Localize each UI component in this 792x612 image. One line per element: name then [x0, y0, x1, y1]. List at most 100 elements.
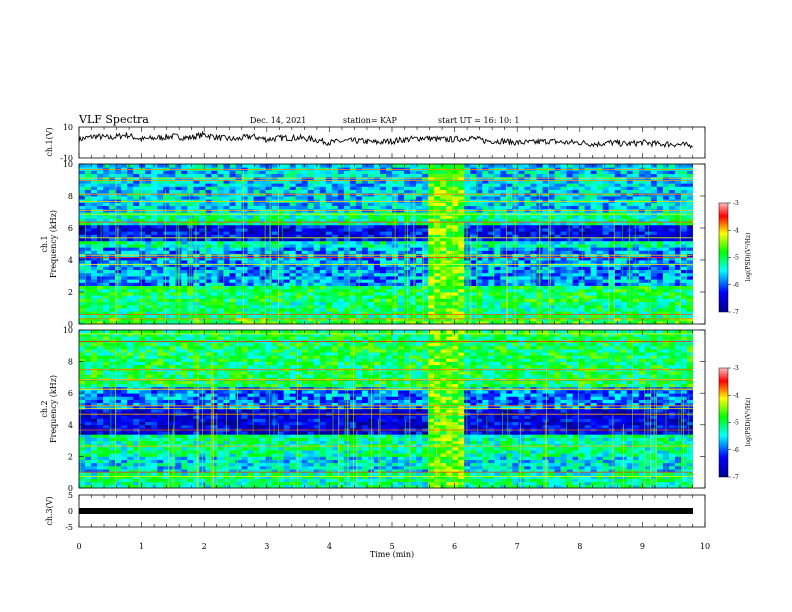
spectrogram-cell — [367, 215, 375, 219]
spectrogram-cell — [253, 288, 260, 293]
spectrogram-cell — [494, 276, 501, 280]
spectrogram-cell — [566, 288, 573, 293]
spectrogram-cell — [91, 196, 98, 200]
spectrogram-cell — [674, 183, 682, 187]
spectrogram-cell — [223, 256, 230, 261]
spectrogram-cell — [385, 317, 393, 322]
spectrogram-cell — [596, 234, 604, 238]
spectrogram-cell — [644, 288, 652, 293]
spectrogram-cell — [283, 276, 291, 280]
spectrogram-cell — [187, 186, 194, 190]
spectrogram-cell — [398, 231, 405, 235]
spectrogram-cell — [181, 244, 188, 248]
spectrogram-cell — [488, 228, 495, 232]
spectrogram-cell — [428, 317, 435, 322]
spectrogram-cell — [109, 196, 116, 200]
spectrogram-cell — [217, 288, 224, 293]
spectrogram-cell — [578, 189, 586, 194]
spectrogram-cell — [602, 298, 610, 302]
spectrogram-cell — [229, 304, 236, 309]
spectrogram-cell — [235, 266, 242, 270]
spectrogram-cell — [289, 237, 297, 242]
spectrogram-cell — [373, 256, 381, 261]
spectrogram-cell — [392, 170, 399, 174]
spectrogram-cell — [241, 221, 248, 226]
spectrogram-cell — [584, 304, 592, 309]
spectrogram-cell — [283, 311, 291, 315]
spectrogram-cell — [482, 311, 489, 315]
spectrogram-cell — [404, 256, 411, 261]
spectrogram-cell — [247, 285, 254, 290]
spectrogram-cell — [698, 311, 706, 315]
spectrogram-cell — [271, 202, 279, 206]
spectrogram-cell — [253, 317, 260, 322]
spectrogram-cell — [163, 218, 170, 222]
spectrogram-cell — [385, 189, 393, 194]
spectrogram-cell — [590, 314, 598, 318]
spectrogram-cell — [572, 231, 579, 235]
spectrogram-cell — [608, 311, 616, 315]
spectrogram-cell — [632, 282, 640, 286]
spectrogram-cell — [301, 186, 309, 190]
spectrogram-cell — [452, 192, 459, 197]
spectrogram-cell — [313, 308, 321, 312]
spectrogram-cell — [289, 314, 297, 318]
ch1-waveform-panel: 10 -10 ch.1(V) — [45, 123, 706, 163]
spectrogram-cell — [410, 240, 417, 245]
spectrogram-cell — [301, 256, 309, 261]
spectrogram-cell — [524, 250, 531, 254]
spectrogram-cell — [554, 317, 561, 322]
spectrogram-cell — [470, 247, 477, 251]
spectrogram-cell — [223, 298, 230, 302]
spectrogram-cell — [319, 304, 327, 309]
spectrogram-cell — [301, 215, 309, 219]
spectrogram-cell — [680, 263, 688, 267]
spectrogram-cell — [584, 256, 592, 261]
spectrogram-cell — [506, 269, 513, 274]
spectrogram-cell — [554, 282, 561, 286]
spectrogram-cell — [398, 202, 405, 206]
spectrogram-cell — [410, 234, 417, 238]
spectrogram-cell — [265, 276, 273, 280]
spectrogram-cell — [367, 199, 375, 203]
spectrogram-cell — [500, 311, 507, 315]
spectrogram-cell — [572, 228, 579, 232]
spectrogram-cell — [566, 183, 573, 187]
spectrogram-cell — [385, 221, 393, 226]
spectrogram-cell — [91, 218, 98, 222]
spectrogram-cell — [686, 279, 694, 283]
spectrogram-cell — [199, 183, 206, 187]
spectrogram-cell — [97, 183, 104, 187]
spectrogram-cell — [343, 320, 351, 325]
spectrogram-cell — [97, 240, 104, 245]
spectrogram-cell — [398, 228, 405, 232]
spectrogram-cell — [271, 173, 279, 178]
spectrogram-cell — [307, 311, 315, 315]
spectrogram-cell — [205, 285, 212, 290]
spectrogram-cell — [127, 231, 134, 235]
spectrogram-cell — [458, 263, 465, 267]
spectrogram-cell — [187, 260, 194, 264]
spectrogram-cell — [698, 212, 706, 216]
spectrogram-cell — [295, 237, 303, 242]
spectrogram-cell — [259, 180, 266, 184]
spectrogram-cell — [373, 199, 381, 203]
spectrogram-cell — [572, 311, 579, 315]
spectrogram-cell — [85, 288, 92, 293]
spectrogram-cell — [524, 215, 531, 219]
spectrogram-cell — [289, 231, 297, 235]
spectrogram-cell — [247, 244, 254, 248]
spectrogram-cell — [428, 298, 435, 302]
spectrogram-cell — [656, 250, 664, 254]
spectrogram-cell — [668, 199, 676, 203]
spectrogram-cell — [476, 196, 483, 200]
spectrogram-cell — [668, 247, 676, 251]
spectrogram-cell — [656, 186, 664, 190]
spectrogram-cell — [133, 311, 140, 315]
header-start-time: start UT = 16: 10: 1 — [438, 116, 519, 125]
spectrogram-cell — [211, 205, 218, 210]
spectrogram-cell — [446, 234, 453, 238]
spectrogram-cell — [157, 314, 164, 318]
spectrogram-cell — [217, 256, 224, 261]
spectrogram-cell — [139, 304, 146, 309]
